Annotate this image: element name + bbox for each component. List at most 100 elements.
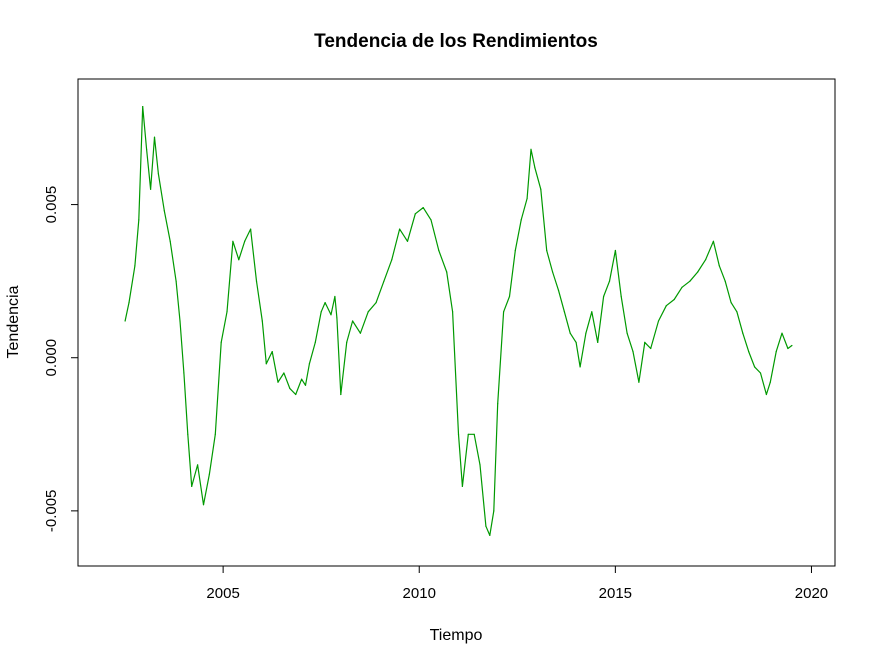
data-point [673,298,675,301]
y-tick-label: 0.000 [43,339,60,377]
data-point [179,320,181,322]
data-point [430,219,432,221]
data-point [569,332,571,334]
data-point [603,295,605,298]
data-point [295,393,297,396]
data-point [334,295,336,298]
data-point [340,393,342,396]
data-point [540,188,542,190]
data-point [301,378,303,380]
data-point [191,485,193,487]
data-point [493,510,495,512]
data-point [530,148,532,150]
data-point [226,311,228,313]
data-point [575,341,577,343]
data-point [399,228,401,230]
data-point [591,311,593,313]
data-point [163,210,165,212]
series-line [124,105,793,537]
data-point [452,311,454,313]
data-point [585,332,587,334]
data-point [473,433,475,435]
data-point [175,280,177,282]
data-point [781,332,783,334]
data-point [146,148,148,150]
data-point [614,249,617,252]
data-point [153,136,156,138]
data-point [457,433,460,435]
data-point [383,280,385,282]
data-point [657,320,660,322]
x-tick-label: 2015 [599,585,632,602]
x-tick-label: 2010 [403,585,436,602]
data-point [261,320,263,322]
data-point [250,228,252,230]
data-point [485,525,487,527]
data-point [650,347,652,350]
data-point [308,363,310,365]
data-point [534,167,536,169]
data-point [324,302,326,304]
data-point [520,219,522,221]
data-point [255,280,258,282]
data-point [232,240,234,242]
series-layer [124,105,793,537]
data-point [597,341,599,343]
data-point [214,433,216,435]
data-point [183,372,185,374]
data-point [552,271,554,273]
data-point [142,106,144,108]
data-point [765,393,768,396]
data-point [563,311,566,313]
data-point [791,344,793,347]
data-point [718,265,720,267]
data-point [265,363,267,365]
data-point [759,372,762,374]
data-point [134,265,136,267]
data-point [283,372,285,374]
data-point [330,314,332,316]
data-point [681,286,683,288]
y-tick-label: -0.005 [43,490,60,533]
data-point [208,473,210,475]
data-point [461,485,463,487]
data-point [157,173,159,175]
data-point [446,271,448,273]
data-point [391,259,393,261]
data-point [514,249,516,252]
data-point [124,320,126,322]
data-point [289,387,291,389]
data-point [320,311,322,313]
data-point [689,280,691,282]
data-point [238,259,240,261]
data-point [271,351,273,353]
data-point [697,271,699,273]
data-point [467,433,469,435]
data-point [665,305,667,307]
data-point [508,295,511,298]
data-point [608,280,611,282]
data-point [414,213,416,215]
y-axis-label: Tendencia [5,285,22,358]
data-point [626,332,628,334]
data-point [438,249,440,252]
x-tick-label: 2020 [795,585,828,602]
data-point [277,381,279,383]
data-point [150,188,152,190]
data-point [769,381,771,383]
data-point [526,197,528,200]
data-point [359,332,361,334]
data-point [489,534,491,537]
data-point [730,302,732,304]
data-point [497,403,499,405]
data-point [557,289,560,291]
plot-area-frame [77,78,836,567]
chart-title: Tendencia de los Rendimientos [314,31,598,52]
data-point [742,332,744,334]
data-point [314,341,316,343]
y-tick-label: 0.005 [43,186,60,224]
data-point [787,347,789,350]
data-point [406,240,409,242]
data-point [375,302,377,304]
